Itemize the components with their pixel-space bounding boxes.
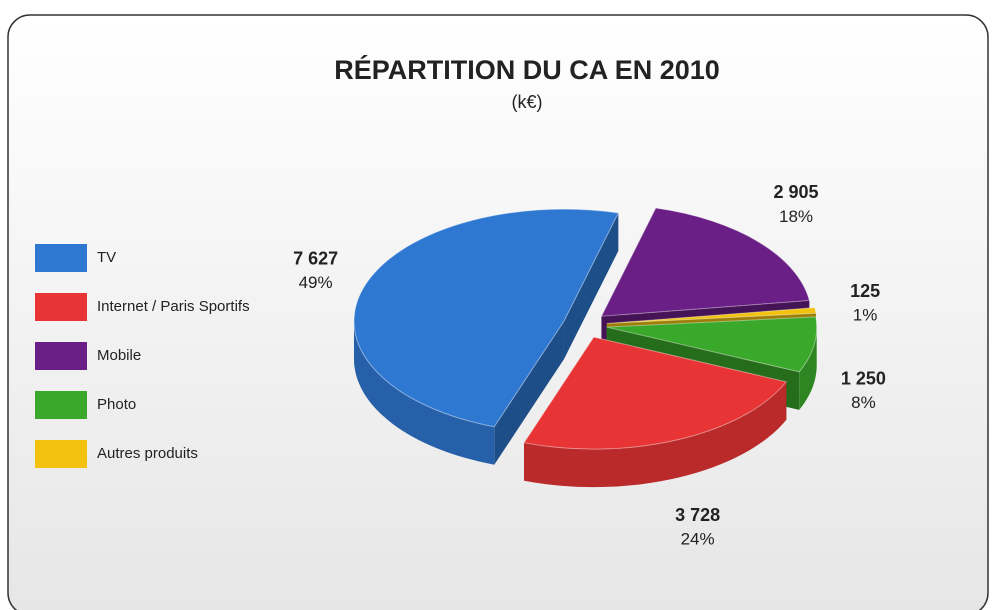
- legend-swatch: [35, 391, 87, 419]
- slice-side: [524, 381, 787, 488]
- slice-side: [353, 321, 495, 465]
- legend-label: Photo: [97, 396, 136, 413]
- percent-label: 1%: [853, 306, 878, 325]
- legend-label: Autres produits: [97, 445, 198, 462]
- legend-label: Internet / Paris Sportifs: [97, 298, 250, 315]
- chart-title: RÉPARTITION DU CA EN 2010: [334, 54, 720, 85]
- slice-wall: [494, 321, 564, 465]
- percent-label: 24%: [681, 530, 715, 549]
- percent-label: 8%: [851, 393, 876, 412]
- legend-swatch: [35, 342, 87, 370]
- value-label: 2 905: [774, 182, 819, 202]
- pie: [353, 207, 818, 488]
- slice: [606, 307, 817, 324]
- slice-side: [799, 327, 817, 410]
- legend-swatch: [35, 244, 87, 272]
- chart-subtitle: (k€): [512, 92, 543, 112]
- slice: [600, 207, 811, 317]
- value-label: 3 728: [675, 505, 720, 525]
- slice: [353, 208, 620, 428]
- value-label: 125: [850, 281, 880, 301]
- legend-label: Mobile: [97, 347, 141, 364]
- legend-swatch: [35, 440, 87, 468]
- percent-label: 49%: [299, 273, 333, 292]
- slice: [523, 336, 788, 450]
- slice: [606, 316, 818, 373]
- value-label: 1 250: [841, 368, 886, 388]
- legend-label: TV: [97, 249, 116, 266]
- value-label: 7 627: [293, 248, 338, 268]
- percent-label: 18%: [779, 207, 813, 226]
- legend-swatch: [35, 293, 87, 321]
- slice-wall: [563, 212, 619, 360]
